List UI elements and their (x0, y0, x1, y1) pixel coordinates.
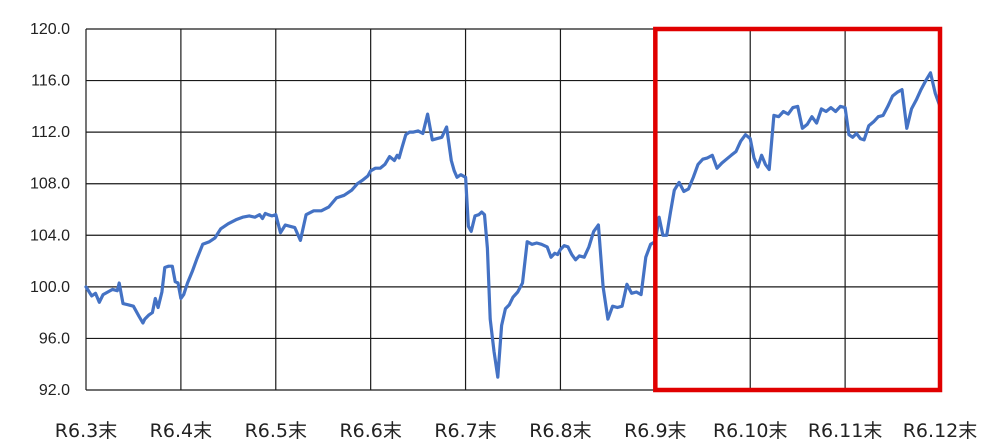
x-axis-ticks: R6.3末 R6.4末 R6.5末 R6.6末 R6.7末 R6.8末 R6.9末 R6.10… (55, 420, 977, 442)
series-line (84, 71, 942, 379)
y-tick-label: 104.0 (30, 227, 70, 244)
x-tick-label: R6.12末 (903, 420, 978, 442)
y-tick-label: 92.0 (39, 382, 70, 399)
y-tick-label: 112.0 (31, 124, 70, 141)
x-tick-label: R6.5末 (245, 420, 307, 442)
x-tick-label: R6.11末 (808, 420, 883, 442)
y-tick-label: 100.0 (30, 279, 70, 296)
y-tick-label: 96.0 (39, 330, 70, 347)
y-axis-ticks: 92.0 96.0 100.0 104.0 108.0 112.0 116.0 120.0 (30, 21, 70, 399)
x-tick-label: R6.10末 (713, 420, 788, 442)
grid (85, 28, 941, 391)
y-tick-label: 116.0 (31, 73, 70, 90)
x-tick-label: R6.7末 (434, 420, 496, 442)
y-tick-label: 120.0 (30, 21, 70, 38)
x-tick-label: R6.6末 (339, 420, 401, 442)
x-tick-label: R6.8末 (529, 420, 591, 442)
highlight-box (653, 26, 943, 393)
y-tick-label: 108.0 (30, 176, 70, 193)
x-tick-label: R6.4末 (150, 420, 212, 442)
x-tick-label: R6.9末 (624, 420, 686, 442)
x-tick-label: R6.3末 (55, 420, 117, 442)
